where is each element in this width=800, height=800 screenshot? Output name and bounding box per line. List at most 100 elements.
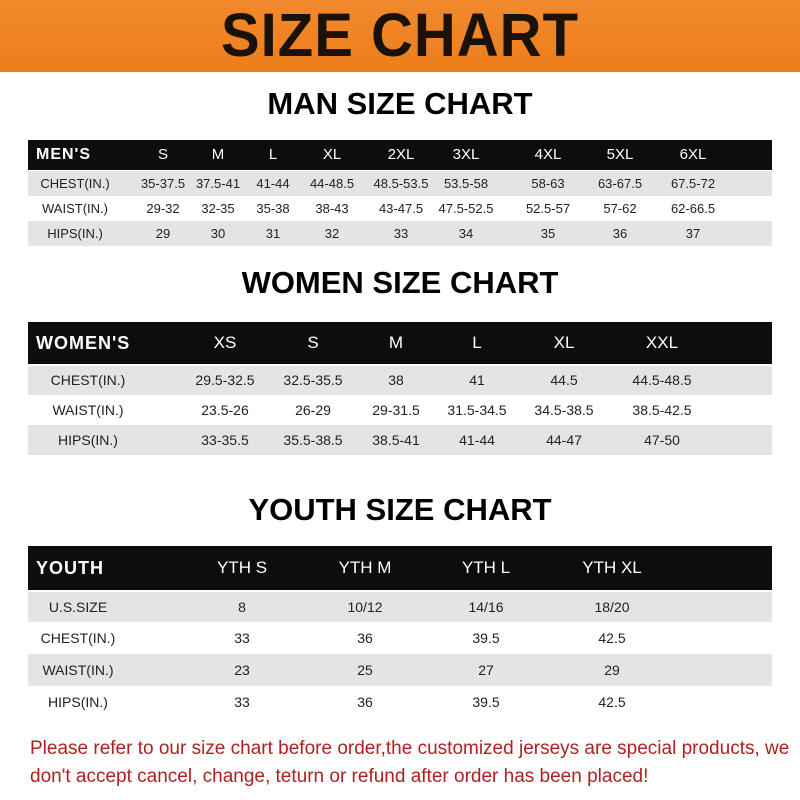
- size-header-cell: L: [268, 146, 278, 163]
- table-cell: 53.5-58: [443, 176, 489, 191]
- table-row: HIPS(IN.) 33-35.5 35.5-38.5 38.5-41 41-44 44-…: [28, 425, 772, 455]
- table-row: CHEST(IN.) 33 36 39.5 42.5: [28, 622, 772, 654]
- table-row: WAIST(IN.) 23.5-26 26-29 29-31.5 31.5-34.5 34…: [28, 395, 772, 425]
- table-cell: 42.5: [598, 694, 626, 710]
- table-row: HIPS(IN.) 29 30 31 32 33 34 35 36 37: [28, 221, 772, 246]
- table-cell: 38-43: [315, 201, 349, 216]
- table-cell: 52.5-57: [525, 201, 571, 216]
- table-cell: 8: [238, 599, 246, 615]
- table-cell: 39.5: [472, 694, 500, 710]
- table-cell: 33-35.5: [201, 432, 249, 448]
- table-cell: 47-50: [644, 432, 680, 448]
- table-cell: 33: [234, 630, 250, 646]
- measurement-label: HIPS(IN.): [48, 694, 108, 710]
- title-banner: SIZE CHART: [0, 0, 800, 72]
- table-header-row: MEN'S S M L XL 2XL 3XL 4XL 5XL 6XL: [28, 140, 772, 170]
- table-cell: 67.5-72: [670, 176, 716, 191]
- table-cell: 38: [388, 372, 404, 388]
- table-cell: 42.5: [598, 630, 626, 646]
- table-row: U.S.SIZE 8 10/12 14/16 18/20: [28, 592, 772, 622]
- table-header-row: YOUTH YTH S YTH M YTH L YTH XL: [28, 546, 772, 590]
- table-cell: 29: [604, 662, 620, 678]
- table-cell: 58-63: [531, 176, 565, 191]
- table-label: YOUTH: [36, 558, 104, 578]
- table-cell: 63-67.5: [597, 176, 643, 191]
- size-header-cell: S: [157, 146, 169, 163]
- measurement-label: HIPS(IN.): [47, 226, 103, 241]
- table-cell: 32.5-35.5: [283, 372, 343, 388]
- table-cell: 62-66.5: [670, 201, 716, 216]
- order-notice: Please refer to our size chart before or…: [30, 738, 790, 787]
- size-header-cell: YTH XL: [582, 558, 642, 577]
- table-cell: 18/20: [594, 599, 630, 615]
- table-cell: 36: [357, 694, 373, 710]
- table-cell: 29.5-32.5: [195, 372, 255, 388]
- measurement-label: HIPS(IN.): [58, 432, 118, 448]
- size-header-cell: M: [211, 146, 225, 163]
- table-row: CHEST(IN.) 29.5-32.5 32.5-35.5 38 41 44.5 44.5…: [28, 366, 772, 395]
- table-cell: 57-62: [603, 201, 637, 216]
- table-label: WOMEN'S: [36, 333, 131, 353]
- table-cell: 41-44: [256, 176, 290, 191]
- size-header-cell: 2XL: [387, 146, 415, 163]
- table-cell: 47.5-52.5: [438, 201, 494, 216]
- table-cell: 36: [357, 630, 373, 646]
- size-header-cell: L: [472, 333, 482, 352]
- table-row: WAIST(IN.) 29-32 32-35 35-38 38-43 43-47.5 47.…: [28, 196, 772, 221]
- table-cell: 44.5: [550, 372, 578, 388]
- table-cell: 41-44: [459, 432, 495, 448]
- table-cell: 31: [265, 226, 281, 241]
- table-cell: 38.5-42.5: [632, 402, 692, 418]
- men-chart-title: MAN SIZE CHART: [267, 86, 533, 121]
- table-cell: 43-47.5: [378, 201, 424, 216]
- measurement-label: WAIST(IN.): [52, 402, 124, 418]
- youth-chart-title: YOUTH SIZE CHART: [248, 492, 552, 527]
- table-cell: 34: [458, 226, 474, 241]
- size-header-cell: 5XL: [606, 146, 634, 163]
- table-cell: 44-47: [546, 432, 582, 448]
- table-cell: 37.5-41: [195, 176, 241, 191]
- table-cell: 35.5-38.5: [283, 432, 343, 448]
- table-cell: 34.5-38.5: [534, 402, 594, 418]
- size-header-cell: 6XL: [679, 146, 707, 163]
- size-header-cell: YTH L: [461, 558, 511, 577]
- size-header-cell: XL: [322, 146, 342, 163]
- table-cell: 14/16: [468, 599, 504, 615]
- table-row: CHEST(IN.) 35-37.5 37.5-41 41-44 44-48.5 48.5…: [28, 171, 772, 196]
- table-cell: 10/12: [347, 599, 383, 615]
- size-header-cell: XL: [553, 333, 575, 352]
- table-row: HIPS(IN.) 33 36 39.5 42.5: [28, 686, 772, 718]
- table-cell: 48.5-53.5: [373, 176, 429, 191]
- table-cell: 35: [540, 226, 556, 241]
- table-cell: 29: [155, 226, 171, 241]
- size-header-cell: 3XL: [452, 146, 480, 163]
- table-cell: 25: [357, 662, 373, 678]
- table-cell: 37: [685, 226, 701, 241]
- table-cell: 38.5-41: [372, 432, 420, 448]
- table-cell: 32-35: [201, 201, 235, 216]
- table-cell: 30: [210, 226, 226, 241]
- table-cell: 44.5-48.5: [632, 372, 692, 388]
- table-cell: 39.5: [472, 630, 500, 646]
- table-cell: 36: [612, 226, 628, 241]
- size-header-cell: XS: [213, 333, 237, 352]
- measurement-label: WAIST(IN.): [42, 201, 108, 216]
- size-header-cell: YTH S: [216, 558, 268, 577]
- table-cell: 32: [324, 226, 340, 241]
- size-header-cell: 4XL: [534, 146, 562, 163]
- table-cell: 23.5-26: [201, 402, 249, 418]
- measurement-label: CHEST(IN.): [50, 372, 126, 388]
- table-cell: 31.5-34.5: [447, 402, 507, 418]
- women-chart-title: WOMEN SIZE CHART: [241, 265, 559, 300]
- table-cell: 27: [478, 662, 494, 678]
- table-header-row: WOMEN'S XS S M L XL XXL: [28, 322, 772, 364]
- table-row: WAIST(IN.) 23 25 27 29: [28, 654, 772, 686]
- table-cell: 41: [469, 372, 485, 388]
- table-cell: 35-37.5: [140, 176, 186, 191]
- size-header-cell: XXL: [645, 333, 679, 352]
- table-cell: 29-31.5: [372, 402, 420, 418]
- size-header-cell: M: [388, 333, 404, 352]
- measurement-label: U.S.SIZE: [48, 599, 108, 615]
- measurement-label: CHEST(IN.): [40, 176, 110, 191]
- table-cell: 29-32: [146, 201, 180, 216]
